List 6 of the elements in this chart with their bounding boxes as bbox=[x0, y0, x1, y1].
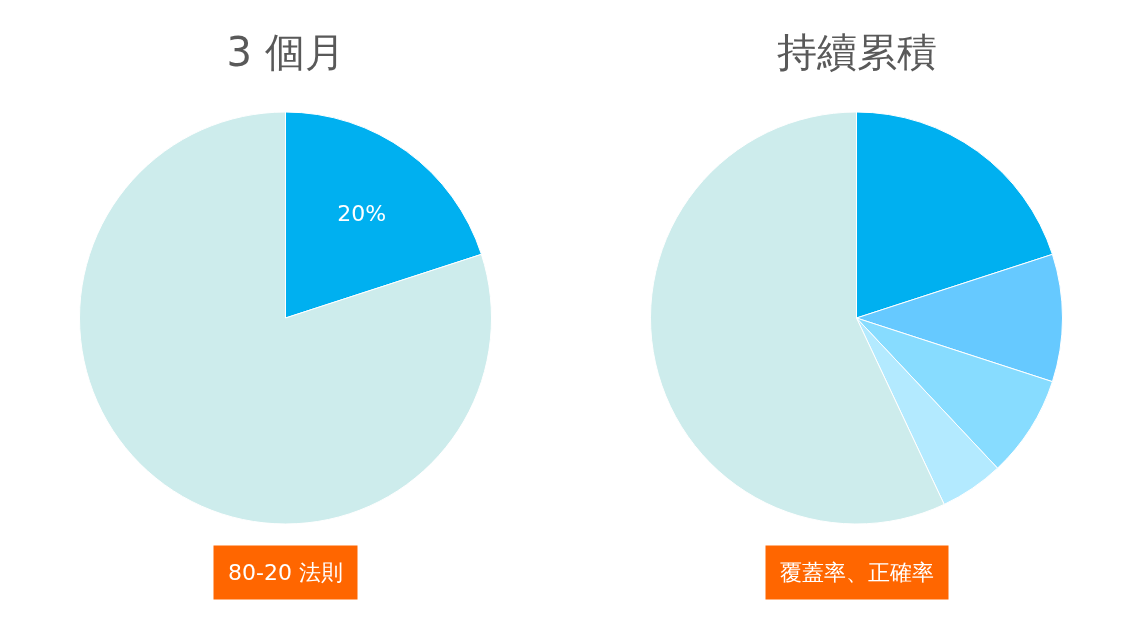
text: 覆蓋率、正確率 bbox=[780, 560, 934, 585]
chart-title: 3 個月 bbox=[226, 29, 345, 76]
chart-title: 持續累積 bbox=[776, 29, 937, 76]
text: 80-20 法則 bbox=[228, 560, 343, 585]
pie-slice bbox=[79, 111, 492, 525]
data-label: 20% bbox=[337, 200, 387, 226]
